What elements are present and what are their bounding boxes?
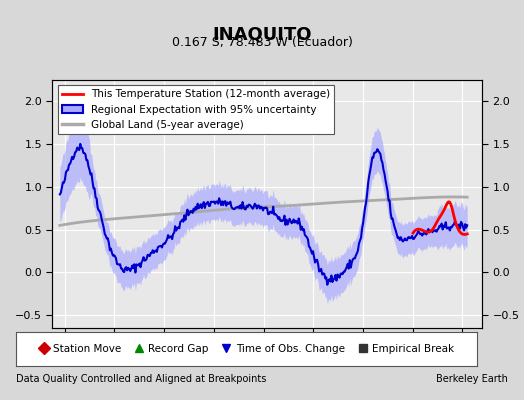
Text: 0.167 S, 78.483 W (Ecuador): 0.167 S, 78.483 W (Ecuador) (171, 36, 353, 49)
Text: INAQUITO: INAQUITO (212, 26, 312, 44)
Legend: This Temperature Station (12-month average), Regional Expectation with 95% uncer: This Temperature Station (12-month avera… (58, 85, 334, 134)
Text: Data Quality Controlled and Aligned at Breakpoints: Data Quality Controlled and Aligned at B… (16, 374, 266, 384)
Text: Berkeley Earth: Berkeley Earth (436, 374, 508, 384)
Legend: Station Move, Record Gap, Time of Obs. Change, Empirical Break: Station Move, Record Gap, Time of Obs. C… (34, 340, 459, 358)
